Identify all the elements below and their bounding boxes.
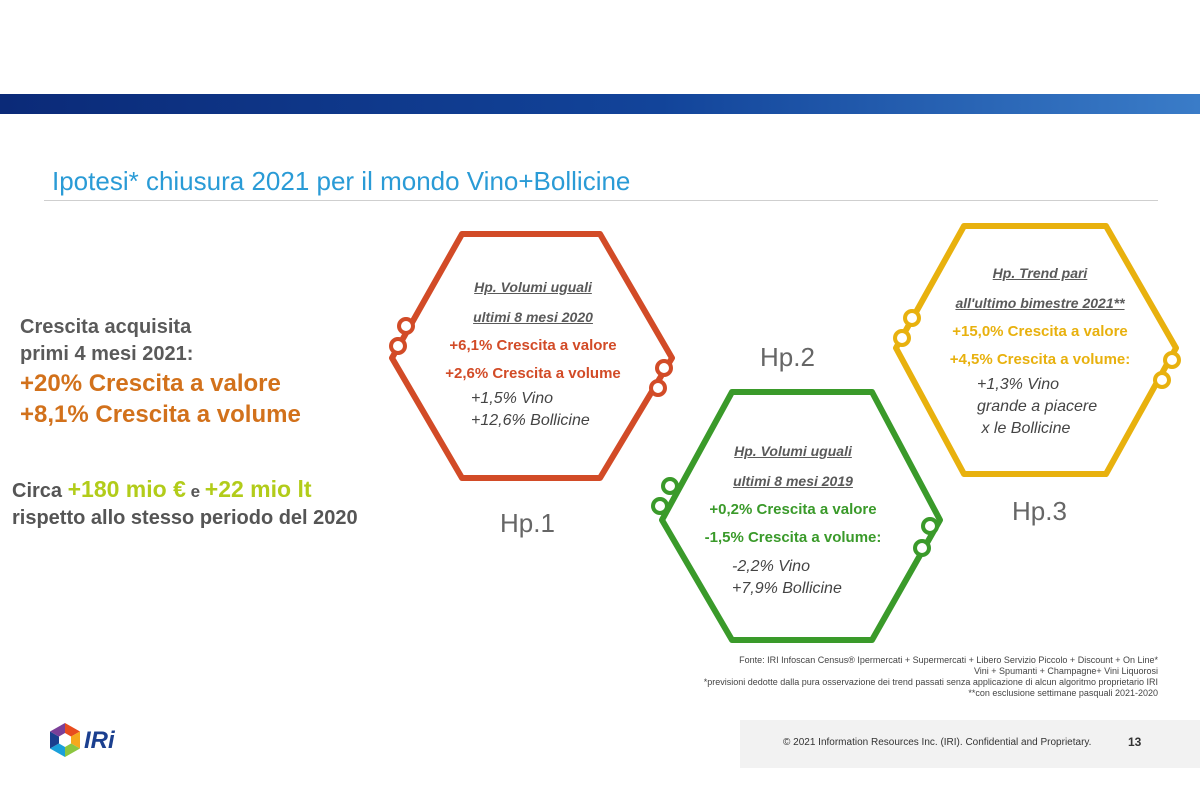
hp3-detail3: x le Bollicine bbox=[977, 420, 1071, 437]
iri-logo-icon bbox=[50, 723, 80, 757]
header-banner bbox=[0, 94, 1200, 114]
acquired-volume-growth: +8,1% Crescita a volume bbox=[20, 401, 301, 428]
page-number: 13 bbox=[1128, 735, 1142, 749]
hexagon-hp1 bbox=[389, 231, 675, 481]
source-line2: Vini + Spumanti + Champagne+ Vini Liquor… bbox=[973, 666, 1158, 676]
hp2-value-growth: +0,2% Crescita a valore bbox=[709, 501, 877, 518]
hp1-label: Hp.1 bbox=[500, 508, 555, 538]
circa-joiner: e bbox=[185, 482, 205, 501]
source-line1: Fonte: IRI Infoscan Census® Ipermercati … bbox=[739, 655, 1158, 665]
hp2-volume-growth: -1,5% Crescita a volume: bbox=[704, 529, 882, 546]
source-line4: **con esclusione settimane pasquali 2021… bbox=[968, 688, 1158, 698]
hp2-detail2: +7,9% Bollicine bbox=[732, 580, 842, 597]
acquired-growth-block: Crescita acquisita primi 4 mesi 2021: +2… bbox=[20, 314, 301, 430]
footer-band bbox=[740, 720, 1200, 768]
acquired-line2: primi 4 mesi 2021: bbox=[20, 343, 194, 365]
acquired-value-growth: +20% Crescita a valore bbox=[20, 370, 281, 397]
hp3-volume-growth: +4,5% Crescita a volume: bbox=[949, 351, 1131, 368]
hp3-heading1: Hp. Trend pari bbox=[992, 265, 1088, 281]
circa-amount-eur: +180 mio € bbox=[67, 476, 186, 502]
hp1-detail1: +1,5% Vino bbox=[471, 390, 553, 407]
hp1-value-growth: +6,1% Crescita a valore bbox=[449, 337, 617, 354]
source-notes: Fonte: IRI Infoscan Census® Ipermercati … bbox=[704, 655, 1158, 699]
hp1-volume-growth: +2,6% Crescita a volume bbox=[445, 365, 621, 382]
title-divider bbox=[44, 200, 1158, 201]
hp3-detail1: +1,3% Vino bbox=[977, 376, 1059, 393]
circa-block: Circa +180 mio € e +22 mio lt rispetto a… bbox=[12, 476, 358, 532]
hp2-heading2: ultimi 8 mesi 2019 bbox=[733, 473, 853, 489]
hexagon-hp2 bbox=[651, 389, 943, 643]
hp3-heading2: all'ultimo bimestre 2021** bbox=[955, 295, 1125, 311]
hp2-heading1: Hp. Volumi uguali bbox=[734, 443, 852, 459]
hp1-content: Hp. Volumi uguali ultimi 8 mesi 2020 +6,… bbox=[418, 272, 648, 432]
hp2-label: Hp.2 bbox=[760, 342, 815, 372]
acquired-line1: Crescita acquisita bbox=[20, 316, 192, 338]
hp3-content: Hp. Trend pari all'ultimo bimestre 2021*… bbox=[920, 258, 1160, 440]
hp1-detail2: +12,6% Bollicine bbox=[471, 412, 590, 429]
hp3-detail2: grande a piacere bbox=[977, 398, 1098, 415]
hp2-detail1: -2,2% Vino bbox=[732, 558, 810, 575]
iri-logo-text: IRi bbox=[84, 727, 115, 754]
hp1-heading1: Hp. Volumi uguali bbox=[474, 279, 592, 295]
copyright-text: © 2021 Information Resources Inc. (IRI).… bbox=[783, 737, 1092, 748]
hp2-content: Hp. Volumi uguali ultimi 8 mesi 2019 +0,… bbox=[678, 436, 908, 600]
hp1-heading2: ultimi 8 mesi 2020 bbox=[473, 309, 593, 325]
hp3-label: Hp.3 bbox=[1012, 496, 1067, 526]
page-title: Ipotesi* chiusura 2021 per il mondo Vino… bbox=[52, 166, 631, 196]
circa-prefix: Circa bbox=[12, 480, 68, 502]
hexagon-hp3 bbox=[893, 223, 1181, 477]
circa-line2: rispetto allo stesso periodo del 2020 bbox=[12, 507, 358, 529]
circa-amount-lt: +22 mio lt bbox=[204, 476, 312, 502]
hp3-value-growth: +15,0% Crescita a valore bbox=[952, 323, 1128, 340]
source-line3: *previsioni dedotte dalla pura osservazi… bbox=[703, 677, 1158, 687]
